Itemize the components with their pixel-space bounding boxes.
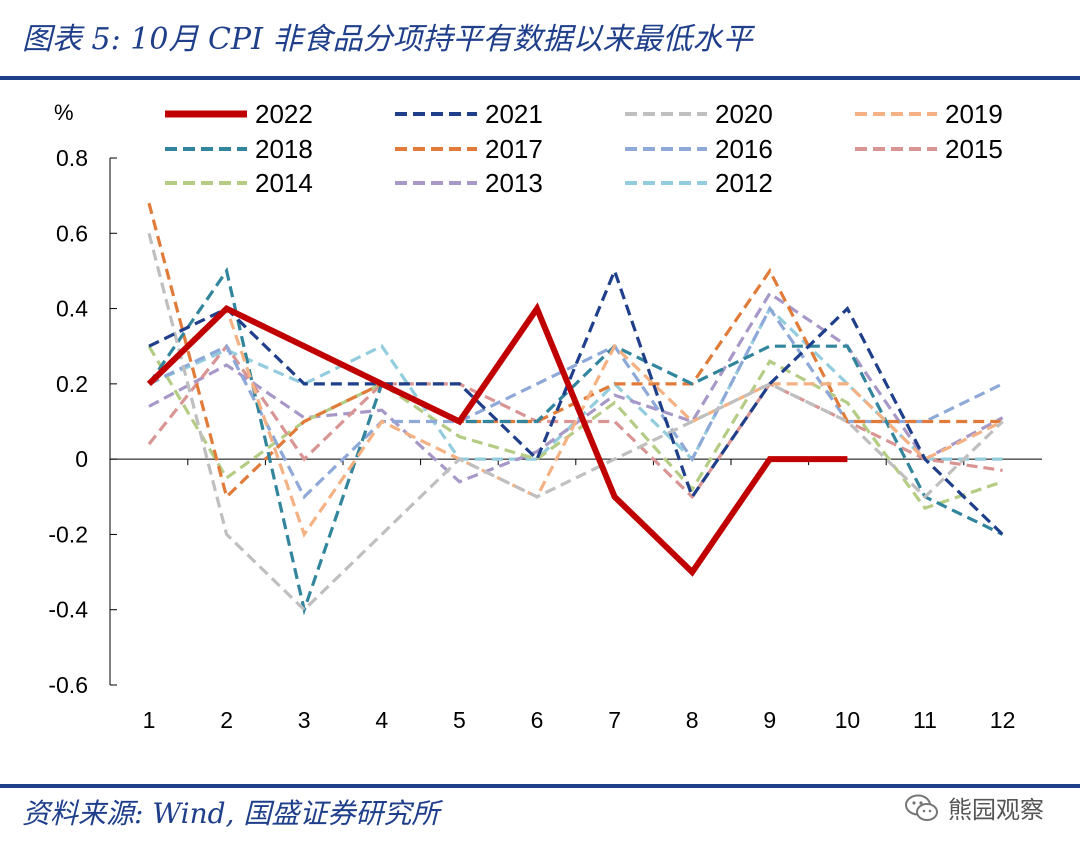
y-tick-label: 0.4 <box>56 296 88 322</box>
series-line-2012 <box>148 305 1003 462</box>
x-tick-label: 12 <box>990 707 1016 733</box>
y-tick-label: -0.6 <box>48 672 88 698</box>
title-divider <box>0 76 1080 80</box>
series-line-2022 <box>146 302 848 577</box>
legend-label-2012: 2012 <box>715 168 773 198</box>
legend-label-2019: 2019 <box>945 99 1003 129</box>
source-divider <box>0 784 1080 788</box>
y-tick-label: 0.2 <box>56 371 88 397</box>
legend: 2022 2021 2020 2019 2018 2017 2016 2015 2014 2013… <box>165 99 1003 198</box>
legend-label-2021: 2021 <box>485 99 543 129</box>
series-line-2019 <box>147 305 1004 538</box>
watermark-text: 熊园观察 <box>948 796 1044 824</box>
legend-label-2018: 2018 <box>255 134 313 164</box>
y-tick-label: -0.2 <box>48 521 88 547</box>
legend-label-2013: 2013 <box>485 168 543 198</box>
y-tick-label: -0.4 <box>48 597 88 623</box>
x-tick-label: 11 <box>913 707 937 733</box>
series-line-2016 <box>148 305 1004 500</box>
legend-label-2016: 2016 <box>715 134 773 164</box>
y-axis-unit: % <box>54 100 74 125</box>
wechat-icon <box>905 794 938 821</box>
x-tick-label: 6 <box>531 707 544 733</box>
x-tick-label: 4 <box>375 707 388 733</box>
series-line-2021 <box>148 266 1004 536</box>
source-note: 资料来源: Wind, 国盛证券研究所 <box>22 797 440 830</box>
legend-label-2017: 2017 <box>485 134 543 164</box>
x-tick-label: 7 <box>608 707 621 733</box>
legend-label-2015: 2015 <box>945 134 1003 164</box>
y-tick-label: 0 <box>75 446 88 472</box>
y-tick-label: 0.8 <box>56 145 88 171</box>
x-tick-label: 2 <box>220 707 233 733</box>
series-line-2020 <box>147 232 1004 612</box>
legend-label-2020: 2020 <box>715 99 773 129</box>
x-tick-label: 5 <box>453 707 466 733</box>
series-line-2018 <box>147 266 1004 616</box>
figure-title: 图表 5: 10月 CPI 非食品分项持平有数据以来最低水平 <box>22 22 753 57</box>
x-tick-label: 1 <box>143 707 156 733</box>
legend-label-2022: 2022 <box>255 99 313 129</box>
x-tick-label: 9 <box>763 707 776 733</box>
y-tick-label: 0.6 <box>56 220 88 246</box>
watermark: 熊园观察 <box>904 790 1044 825</box>
x-tick-label: 8 <box>686 707 699 733</box>
x-tick-label: 10 <box>835 707 861 733</box>
legend-label-2014: 2014 <box>255 168 313 198</box>
series-lines <box>146 202 1004 616</box>
series-line-2015 <box>147 343 1003 500</box>
x-tick-label: 3 <box>298 707 311 733</box>
line-chart: 0.80.60.40.20-0.2-0.4-0.6%1 2 3 4 5 6 7 8 9 10 11 1… <box>48 99 1042 733</box>
